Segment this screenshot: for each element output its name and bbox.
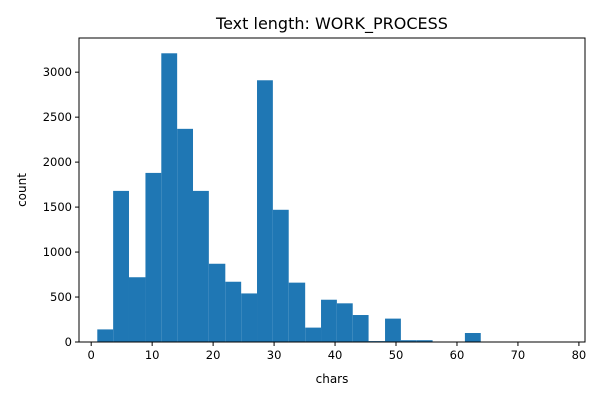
histogram-bar-16 [352, 315, 369, 342]
x-axis: 0 10 20 30 40 50 60 70 80 [88, 342, 587, 362]
y-axis: 0 500 1000 1500 2000 2500 3000 [43, 65, 79, 349]
histogram-bar-12 [288, 282, 306, 342]
x-axis-label: chars [316, 372, 349, 386]
histogram-bar-14 [321, 299, 337, 342]
x-tick-label-8: 80 [572, 348, 587, 362]
x-tick-label-6: 60 [450, 348, 465, 362]
y-tick-label-4: 2000 [43, 155, 72, 169]
x-tick-label-4: 40 [328, 348, 343, 362]
histogram-bar-15 [336, 303, 353, 342]
chart-title: Text length: WORK_PROCESS [215, 14, 448, 34]
histogram-bar-8 [225, 281, 242, 342]
y-tick-label-2: 1000 [43, 245, 72, 259]
y-tick-label-5: 2500 [43, 110, 72, 124]
histogram-bar-5 [177, 128, 194, 342]
x-tick-label-7: 70 [511, 348, 526, 362]
y-tick-label-6: 3000 [43, 65, 72, 79]
histogram-bar-2 [128, 277, 146, 342]
histogram-bar-13 [305, 327, 322, 342]
x-tick-label-2: 20 [206, 348, 221, 362]
x-tick-label-3: 30 [267, 348, 282, 362]
y-tick-label-0: 0 [65, 335, 72, 349]
histogram-bar-3 [145, 172, 162, 342]
histogram-bar-1 [113, 190, 129, 342]
histogram-bar-4 [161, 53, 178, 342]
y-tick-label-3: 1500 [43, 200, 72, 214]
y-axis-label: count [15, 173, 29, 207]
histogram-bar-6 [193, 190, 209, 342]
histogram-bar-9 [241, 293, 258, 342]
bars-group [97, 53, 577, 342]
histogram-bar-18 [385, 318, 401, 342]
x-tick-label-5: 50 [389, 348, 404, 362]
histogram-bar-11 [272, 209, 289, 342]
histogram-bar-19 [400, 340, 417, 342]
histogram-bar-0 [97, 329, 114, 342]
x-tick-label-0: 0 [88, 348, 95, 362]
y-tick-label-1: 500 [50, 290, 72, 304]
x-tick-label-1: 10 [145, 348, 160, 362]
plot-frame [78, 37, 586, 343]
histogram-bar-10 [257, 80, 273, 342]
histogram-bar-23 [464, 333, 481, 342]
histogram-bar-7 [208, 263, 226, 342]
histogram-bar-20 [416, 340, 433, 342]
